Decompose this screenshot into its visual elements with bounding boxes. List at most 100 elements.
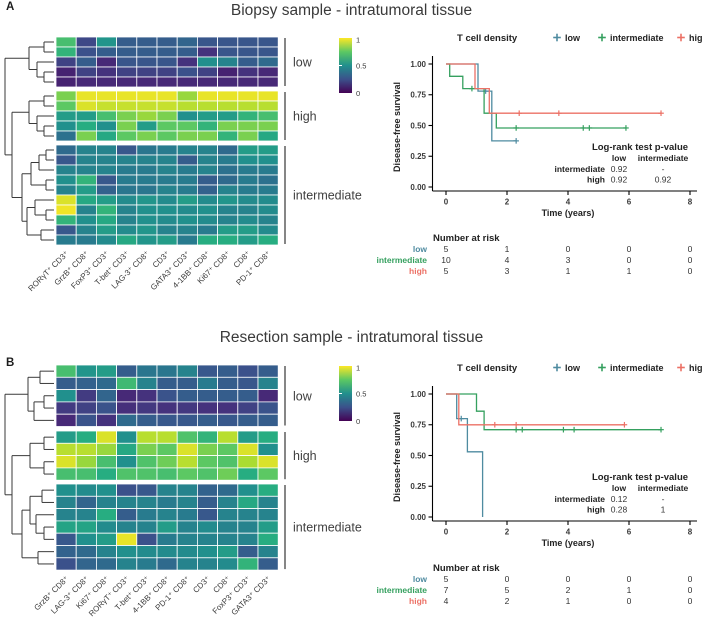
heatmap-cell <box>136 224 158 236</box>
heatmap-cell <box>136 532 158 546</box>
heatmap-cell <box>116 66 138 78</box>
heatmap-cell <box>96 100 118 112</box>
y-axis-label: Disease-free survival <box>392 412 402 502</box>
heatmap-cell <box>55 545 77 559</box>
logrank-value: 1 <box>661 505 666 515</box>
heatmap-cell <box>116 100 138 112</box>
heatmap-cell <box>156 164 178 176</box>
heatmap-cell <box>176 234 198 246</box>
heatmap-cell <box>176 401 198 415</box>
heatmap-cell <box>196 214 218 226</box>
heatmap-group-label-high: high <box>293 449 317 463</box>
heatmap-cell <box>156 483 178 497</box>
heatmap-cell <box>237 164 259 176</box>
heatmap-cell <box>217 100 239 112</box>
heatmap-cell <box>237 376 259 390</box>
heatmap-cell <box>257 110 279 122</box>
heatmap-cell <box>75 130 97 142</box>
heatmap-cell <box>136 483 158 497</box>
heatmap-cell <box>75 532 97 546</box>
heatmap-cell <box>55 46 77 58</box>
heatmap-cell <box>96 154 118 166</box>
heatmap-cell <box>116 36 138 48</box>
heatmap-cell <box>257 100 279 112</box>
heatmap-group-label-low: low <box>293 389 313 403</box>
heatmap-cell <box>116 224 138 236</box>
risk-row-label-high: high <box>409 596 427 606</box>
risk-value: 0 <box>566 574 571 584</box>
heatmap-cell <box>55 36 77 48</box>
heatmap-cell <box>237 46 259 58</box>
heatmap-cell <box>156 364 178 378</box>
heatmap-cell <box>116 164 138 176</box>
heatmap-cell <box>156 154 178 166</box>
heatmap-cell <box>156 120 178 132</box>
heatmap-cell <box>217 144 239 156</box>
y-axis-label: Disease-free survival <box>392 82 402 172</box>
heatmap-cell <box>96 532 118 546</box>
heatmap-cell <box>237 401 259 415</box>
heatmap-cell <box>96 66 118 78</box>
heatmap-cell <box>96 364 118 378</box>
x-axis-label: Time (years) <box>542 208 595 218</box>
heatmap-cell <box>176 483 198 497</box>
heatmap-cell <box>55 194 77 206</box>
heatmap-cell <box>136 100 158 112</box>
heatmap-cell <box>55 76 77 88</box>
heatmap-cell <box>237 154 259 166</box>
heatmap-cell <box>136 56 158 68</box>
logrank-col-header: intermediate <box>638 153 689 163</box>
risk-value: 0 <box>627 574 632 584</box>
x-tick-label: 6 <box>627 198 632 207</box>
heatmap-cell <box>156 144 178 156</box>
heatmap-cell <box>96 557 118 571</box>
heatmap-cell <box>156 36 178 48</box>
logrank-row-label: intermediate <box>554 164 605 174</box>
heatmap-cell <box>237 184 259 196</box>
heatmap-cell <box>176 100 198 112</box>
colorbar-gradient <box>339 38 352 93</box>
heatmap-cell <box>237 120 259 132</box>
heatmap-cell <box>156 430 178 444</box>
heatmap-cell <box>257 120 279 132</box>
heatmap-cell <box>176 144 198 156</box>
heatmap-cell <box>257 508 279 522</box>
heatmap-cell <box>116 401 138 415</box>
heatmap-cell <box>136 520 158 534</box>
risk-value: 0 <box>688 266 693 276</box>
heatmap-cell <box>217 154 239 166</box>
heatmap-cell <box>55 130 77 142</box>
panel-a-title: Biopsy sample - intratumoral tissue <box>230 2 473 19</box>
x-tick-label: 2 <box>505 528 510 537</box>
heatmap-cell <box>237 76 259 88</box>
legend-title: T cell density <box>457 363 518 374</box>
heatmap-cell <box>116 483 138 497</box>
heatmap-cell <box>75 401 97 415</box>
heatmap-cell <box>176 224 198 236</box>
heatmap-cell <box>257 130 279 142</box>
heatmap-cell <box>176 120 198 132</box>
heatmap-cell <box>196 36 218 48</box>
heatmap-cell <box>116 508 138 522</box>
heatmap-cell <box>75 204 97 216</box>
heatmap-cell <box>257 401 279 415</box>
heatmap-cell <box>257 413 279 427</box>
risk-value: 7 <box>444 585 449 595</box>
heatmap-cell <box>237 66 259 78</box>
heatmap-cell <box>196 130 218 142</box>
heatmap-cell <box>116 389 138 403</box>
heatmap-cell <box>257 76 279 88</box>
heatmap-cell <box>196 532 218 546</box>
heatmap-cell <box>55 154 77 166</box>
heatmap-cell <box>75 66 97 78</box>
heatmap-cell <box>136 36 158 48</box>
heatmap-cell <box>55 508 77 522</box>
risk-value: 10 <box>441 255 451 265</box>
heatmap-cell <box>257 532 279 546</box>
risk-value: 2 <box>505 596 510 606</box>
heatmap-cell <box>217 413 239 427</box>
logrank-col-header: intermediate <box>638 483 689 493</box>
heatmap-cell <box>136 144 158 156</box>
panel-b-title: Resection sample - intratumoral tissue <box>219 329 484 346</box>
